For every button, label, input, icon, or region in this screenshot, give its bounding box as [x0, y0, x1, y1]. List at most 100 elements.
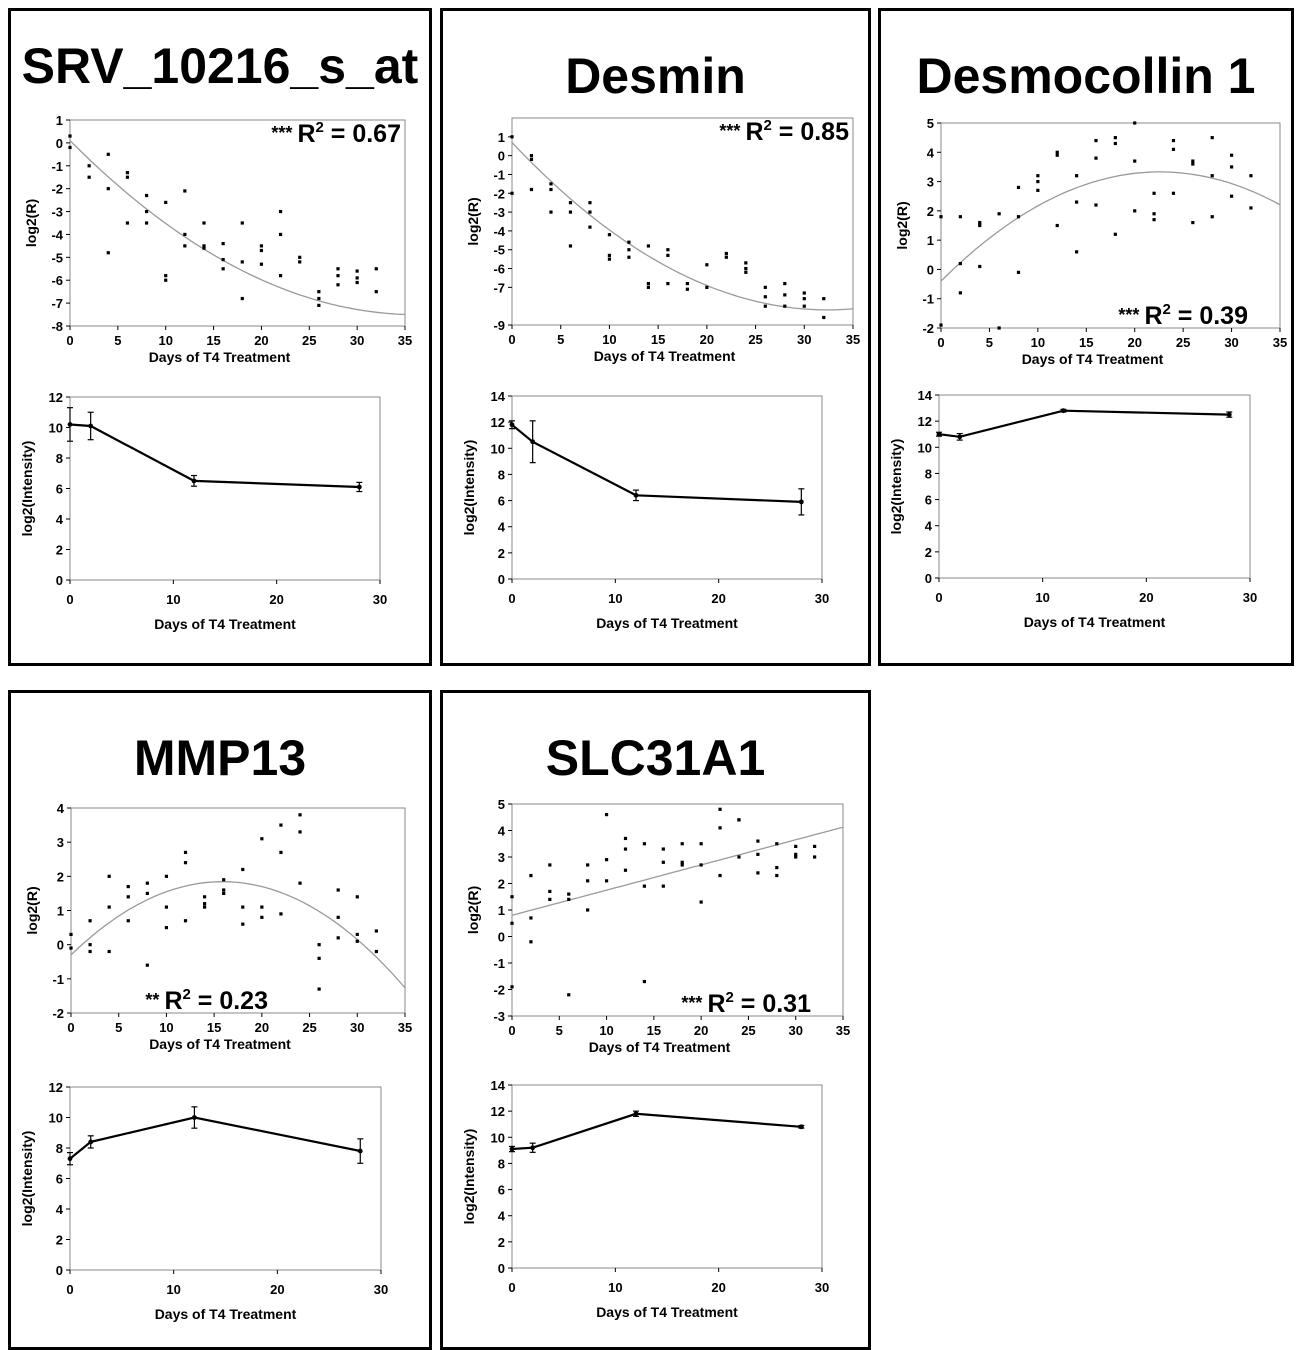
y-tick-label: 12 — [49, 1080, 63, 1095]
x-tick-label: 35 — [836, 1023, 850, 1038]
y-tick-label: 2 — [927, 204, 934, 219]
plot-area — [938, 394, 1251, 579]
x-tick-label: 30 — [374, 1282, 388, 1297]
x-tick-label: 20 — [255, 1020, 269, 1035]
x-tick-label: 0 — [937, 335, 944, 350]
x-tick-label: 0 — [508, 1023, 515, 1038]
x-tick-label: 20 — [254, 333, 268, 348]
x-tick-label: 20 — [711, 591, 725, 606]
x-tick-label: 20 — [694, 1023, 708, 1038]
data-point — [192, 1115, 197, 1120]
data-point — [1229, 165, 1234, 169]
data-point — [1191, 162, 1195, 166]
x-tick-label: 10 — [1035, 590, 1049, 605]
y-tick-label: 3 — [57, 835, 64, 850]
data-point — [1210, 174, 1214, 178]
y-tick-label: -1 — [52, 972, 64, 987]
data-point — [126, 884, 130, 889]
data-point — [510, 135, 514, 139]
y-tick-label: 4 — [56, 1202, 64, 1217]
data-point — [958, 261, 962, 266]
y-tick-label: 4 — [498, 824, 506, 839]
data-point — [798, 1124, 804, 1130]
x-tick-label: 15 — [207, 1020, 221, 1035]
x-tick-label: 5 — [114, 333, 121, 348]
y-tick-label: -1 — [922, 292, 934, 307]
data-point — [568, 210, 573, 214]
data-point — [336, 915, 340, 919]
y-tick-label: -2 — [52, 1006, 64, 1021]
data-point — [69, 946, 73, 950]
y-tick-label: -2 — [493, 186, 505, 201]
data-point — [775, 873, 779, 878]
x-tick-label: 25 — [1176, 335, 1190, 350]
x-tick-label: 30 — [1224, 335, 1238, 350]
data-point — [666, 253, 670, 257]
data-point — [1133, 209, 1137, 213]
data-point — [529, 916, 533, 920]
data-point — [1113, 141, 1117, 146]
data-point — [1055, 223, 1059, 228]
data-point — [355, 932, 359, 937]
data-point — [1210, 136, 1214, 140]
y-tick-label: 10 — [491, 441, 505, 456]
y-tick-label: 5 — [927, 116, 934, 131]
data-point — [164, 925, 169, 930]
data-point — [623, 847, 628, 851]
data-point — [355, 276, 359, 280]
data-point — [604, 879, 609, 883]
data-point — [548, 889, 552, 894]
data-point — [718, 873, 722, 878]
x-tick-label: 10 — [166, 1282, 180, 1297]
data-point — [144, 193, 149, 198]
y-tick-label: 8 — [498, 1156, 505, 1171]
data-point — [802, 291, 806, 295]
data-point — [240, 260, 244, 264]
x-tick-label: 25 — [748, 332, 762, 347]
data-point — [1191, 159, 1195, 163]
data-point — [802, 304, 806, 308]
data-point — [279, 912, 283, 916]
data-point — [756, 852, 760, 856]
data-point — [685, 287, 689, 291]
data-point — [939, 323, 943, 327]
y-tick-label: -3 — [493, 205, 505, 220]
data-point — [763, 285, 767, 289]
x-tick-label: 15 — [647, 1023, 661, 1038]
y-tick-label: 8 — [56, 451, 63, 466]
data-point — [336, 936, 340, 940]
y-tick-label: 4 — [56, 512, 64, 527]
data-point — [1075, 250, 1079, 254]
y-tick-label: 4 — [925, 519, 933, 534]
data-point — [203, 895, 207, 899]
data-point — [1171, 138, 1176, 143]
significance-stars: *** — [681, 993, 707, 1013]
plot-area — [511, 117, 854, 326]
data-point — [1152, 191, 1156, 195]
data-point — [106, 187, 110, 191]
data-point — [756, 839, 760, 843]
data-point — [355, 280, 359, 285]
data-point — [298, 881, 302, 885]
data-point — [164, 905, 169, 909]
x-tick-label: 10 — [608, 1280, 622, 1295]
r-squared-annotation: *** R2 = 0.31 — [681, 989, 811, 1018]
series-line — [69, 1116, 361, 1160]
data-point — [355, 939, 359, 943]
x-tick-label: 30 — [815, 591, 829, 606]
x-tick-label: 10 — [602, 332, 616, 347]
data-point — [164, 274, 168, 278]
data-point — [88, 423, 94, 429]
r-squared-value: = 0.85 — [772, 118, 849, 146]
series-line — [938, 409, 1230, 438]
x-tick-label: 0 — [508, 1280, 515, 1295]
y-tick-label: 10 — [49, 421, 63, 436]
y-tick-label: 1 — [498, 130, 505, 145]
data-point — [87, 164, 91, 168]
y-tick-label: 12 — [918, 414, 932, 429]
x-tick-label: 10 — [159, 1020, 173, 1035]
y-axis-label: log2(Intensity) — [19, 441, 35, 537]
data-point — [607, 253, 612, 257]
y-tick-label: 10 — [491, 1130, 505, 1145]
